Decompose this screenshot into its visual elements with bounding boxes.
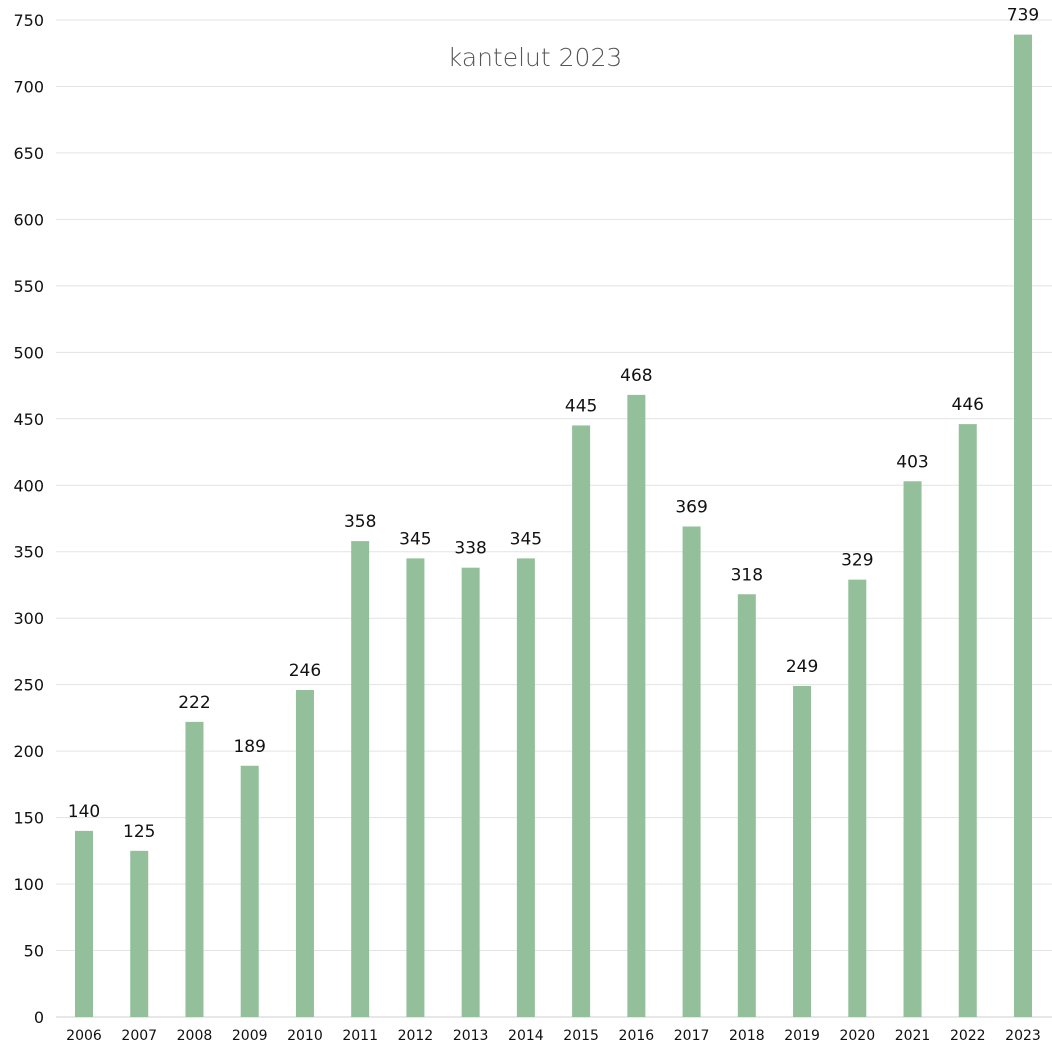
bar [958,424,977,1018]
x-tick-label: 2021 [895,1028,931,1041]
x-tick-label: 2012 [398,1028,434,1041]
bar [1014,34,1032,1017]
x-tick-label: 2009 [232,1028,268,1041]
bar [75,830,93,1017]
y-tick-label: 0 [34,1008,44,1027]
x-tick-label: 2011 [342,1028,378,1041]
data-labels: 140 125 222 189 246 358 345 338 345 445 468 369 318 2… [68,6,1039,842]
data-label: 369 [675,497,707,517]
data-label: 125 [123,822,155,842]
y-tick-label: 700 [13,77,44,96]
bar [461,567,480,1017]
y-tick-label: 500 [13,343,44,362]
data-label: 338 [454,539,486,559]
data-label: 403 [896,452,928,472]
data-label: 318 [731,565,763,585]
x-tick-label: 2016 [619,1028,655,1041]
bar [130,850,149,1017]
y-tick-label: 150 [13,809,44,828]
x-tick-label: 2018 [729,1028,765,1041]
x-tick-label: 2015 [563,1028,599,1041]
y-tick-label: 300 [13,609,44,628]
chart-title: kantelut 2023 [448,43,623,72]
data-label: 345 [510,529,542,549]
bar [793,685,812,1017]
bar [406,558,425,1017]
data-label: 222 [178,693,210,713]
y-tick-label: 250 [13,676,44,695]
y-tick-label: 400 [13,476,44,495]
data-label: 739 [1007,6,1039,26]
data-label: 446 [952,395,984,415]
y-axis: 0 50 100 150 200 250 300 350 400 450 500 550 600 650 7… [13,11,44,1027]
gridlines [56,19,1052,1018]
x-tick-label: 2022 [950,1028,986,1041]
x-tick-label: 2008 [177,1028,213,1041]
y-tick-label: 100 [13,875,44,894]
bar [903,481,922,1017]
x-tick-label: 2023 [1005,1028,1041,1041]
x-tick-label: 2007 [121,1028,157,1041]
x-tick-label: 2006 [66,1028,102,1041]
data-label: 189 [233,737,265,757]
y-tick-label: 550 [13,277,44,296]
x-tick-label: 2020 [839,1028,875,1041]
x-tick-label: 2010 [287,1028,323,1041]
bar [516,558,535,1017]
bar [351,541,370,1017]
x-tick-label: 2013 [453,1028,489,1041]
bar [185,721,204,1017]
data-label: 345 [399,529,431,549]
y-tick-label: 750 [13,11,44,30]
bar [240,765,259,1017]
y-tick-label: 350 [13,543,44,562]
bars [75,34,1032,1018]
x-axis: 2006 2007 2008 2009 2010 2011 2012 2013 2014 2015… [66,1028,1041,1041]
x-tick-label: 2014 [508,1028,544,1041]
data-label: 468 [620,366,652,386]
data-label: 246 [289,661,321,681]
data-label: 329 [841,551,873,571]
y-tick-label: 450 [13,410,44,429]
y-tick-label: 50 [24,942,44,961]
data-label: 445 [565,396,597,416]
bar [682,526,701,1017]
x-tick-label: 2019 [784,1028,820,1041]
bar [572,425,591,1017]
bar [627,394,646,1017]
x-tick-label: 2017 [674,1028,710,1041]
y-tick-label: 200 [13,742,44,761]
data-label: 358 [344,512,376,532]
bar [737,594,756,1017]
bar [848,579,867,1017]
data-label: 249 [786,657,818,677]
y-tick-label: 650 [13,144,44,163]
y-tick-label: 600 [13,210,44,229]
bar [295,689,314,1017]
data-label: 140 [68,802,100,822]
